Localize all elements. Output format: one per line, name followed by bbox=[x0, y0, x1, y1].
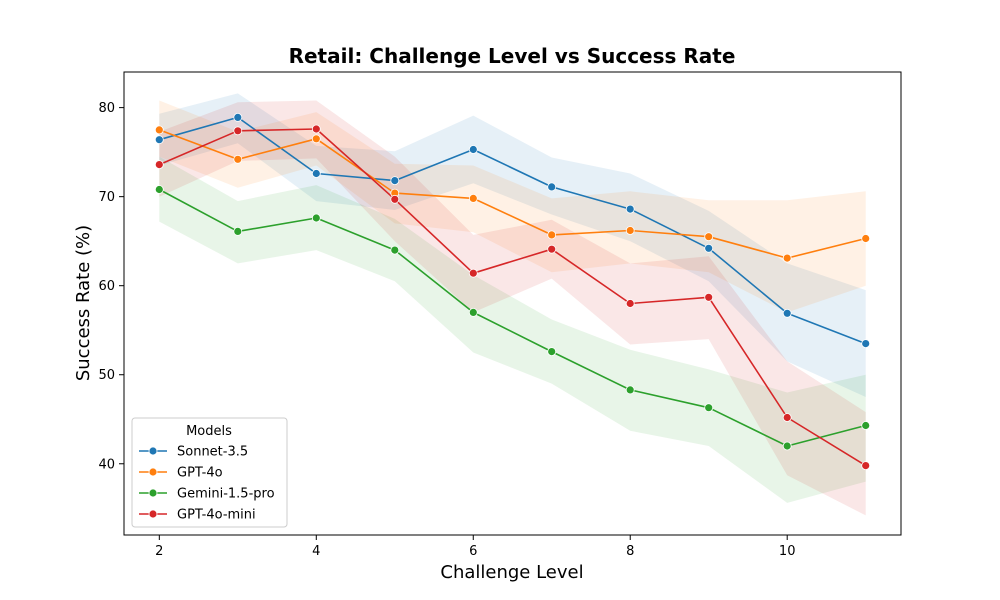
point-gpt-4o-mini-4 bbox=[311, 124, 321, 134]
point-gemini-1-5-pro-8 bbox=[625, 385, 635, 395]
legend-item-gemini-1-5-pro: Gemini-1.5-pro bbox=[139, 487, 275, 502]
point-gpt-4o-mini-6 bbox=[468, 268, 478, 278]
x-axis-label: Challenge Level bbox=[440, 562, 583, 583]
point-gpt-4o-mini-8 bbox=[625, 299, 635, 308]
legend-marker-sonnet-3-5 bbox=[148, 446, 158, 456]
y-tick-label-60: 60 bbox=[98, 279, 115, 294]
point-gpt-4o-8 bbox=[625, 226, 635, 235]
point-gemini-1-5-pro-11 bbox=[861, 421, 871, 430]
point-sonnet-3-5-7 bbox=[547, 182, 557, 192]
point-sonnet-3-5-3 bbox=[233, 113, 243, 122]
y-tick-label-50: 50 bbox=[98, 368, 115, 383]
point-sonnet-3-5-11 bbox=[861, 339, 871, 349]
legend-marker-gpt-4o-mini bbox=[148, 509, 158, 519]
band-gpt-4o bbox=[159, 100, 866, 313]
point-sonnet-3-5-10 bbox=[782, 308, 792, 318]
point-gemini-1-5-pro-4 bbox=[311, 213, 321, 223]
point-gpt-4o-4 bbox=[311, 134, 321, 144]
point-gpt-4o-7 bbox=[547, 230, 557, 240]
legend-item-gpt-4o: GPT-4o bbox=[139, 466, 223, 481]
point-gpt-4o-mini-2 bbox=[154, 160, 164, 170]
x-axis-ticks: 2 4 6 8 10 bbox=[155, 535, 795, 559]
line-gpt-4o-mini bbox=[158, 128, 867, 467]
line-gemini-1-5-pro bbox=[158, 188, 866, 447]
point-gemini-1-5-pro-6 bbox=[468, 307, 478, 317]
y-tick-label-80: 80 bbox=[98, 101, 115, 116]
band-gpt-4o-mini bbox=[159, 100, 866, 516]
legend-item-sonnet-3-5: Sonnet-3.5 bbox=[139, 445, 248, 460]
chart-title: Retail: Challenge Level vs Success Rate bbox=[289, 44, 736, 68]
point-gemini-1-5-pro-7 bbox=[547, 347, 557, 357]
x-tick-label-8: 8 bbox=[626, 544, 634, 559]
x-tick-label-10: 10 bbox=[779, 544, 796, 559]
x-tick-label-6: 6 bbox=[469, 544, 477, 559]
series-lines bbox=[158, 116, 867, 467]
point-sonnet-3-5-8 bbox=[625, 204, 635, 214]
legend-box bbox=[131, 417, 288, 528]
x-tick-label-4: 4 bbox=[312, 544, 320, 559]
y-axis-ticks: 40 50 60 70 80 bbox=[98, 101, 124, 472]
series-points bbox=[154, 113, 871, 471]
point-sonnet-3-5-2 bbox=[154, 135, 164, 145]
point-gemini-1-5-pro-2 bbox=[154, 185, 164, 194]
point-sonnet-3-5-5 bbox=[390, 176, 400, 186]
point-gpt-4o-11 bbox=[861, 234, 871, 243]
point-gemini-1-5-pro-3 bbox=[233, 226, 243, 236]
point-gpt-4o-mini-10 bbox=[782, 413, 792, 422]
point-gpt-4o-6 bbox=[468, 193, 478, 203]
point-gpt-4o-3 bbox=[233, 154, 243, 164]
legend-label-sonnet-3-5: Sonnet-3.5 bbox=[177, 445, 248, 460]
point-gpt-4o-mini-7 bbox=[547, 244, 557, 254]
legend-marker-gemini-1-5-pro bbox=[148, 488, 158, 498]
point-gpt-4o-mini-9 bbox=[704, 292, 714, 302]
point-gemini-1-5-pro-10 bbox=[782, 441, 792, 451]
point-gemini-1-5-pro-5 bbox=[390, 245, 400, 255]
point-gpt-4o-mini-3 bbox=[233, 126, 243, 136]
legend-item-gpt-4o-mini: GPT-4o-mini bbox=[139, 508, 256, 523]
band-gemini-1-5-pro bbox=[159, 156, 866, 503]
legend-label-gemini-1-5-pro: Gemini-1.5-pro bbox=[177, 487, 275, 502]
line-sonnet-3-5 bbox=[159, 116, 866, 345]
x-tick-label-2: 2 bbox=[155, 544, 163, 559]
legend-label-gpt-4o-mini: GPT-4o-mini bbox=[177, 508, 256, 523]
y-tick-label-70: 70 bbox=[98, 190, 115, 205]
y-tick-label-40: 40 bbox=[98, 457, 115, 472]
band-sonnet-3-5 bbox=[159, 93, 866, 398]
plot-frame bbox=[123, 71, 902, 536]
line-gpt-4o bbox=[159, 129, 866, 259]
legend-marker-gpt-4o bbox=[148, 467, 158, 477]
legend-items: Sonnet-3.5 GPT-4o Gemini-1.5-pro GPT-4o-min… bbox=[139, 445, 275, 523]
point-gemini-1-5-pro-9 bbox=[704, 403, 714, 413]
point-gpt-4o-mini-11 bbox=[861, 461, 871, 471]
point-gpt-4o-10 bbox=[782, 253, 792, 263]
point-sonnet-3-5-6 bbox=[468, 145, 478, 154]
legend: Models Sonnet-3.5 GPT-4o Gemini-1.5-pro GPT… bbox=[131, 417, 288, 528]
legend-label-gpt-4o: GPT-4o bbox=[177, 466, 223, 481]
confidence-bands bbox=[159, 93, 866, 516]
point-sonnet-3-5-4 bbox=[311, 169, 321, 178]
point-gpt-4o-9 bbox=[704, 232, 714, 242]
point-sonnet-3-5-9 bbox=[704, 243, 714, 253]
y-axis-label: Success Rate (%) bbox=[73, 225, 94, 381]
point-gpt-4o-mini-5 bbox=[390, 194, 400, 204]
legend-title: Models bbox=[186, 424, 232, 439]
point-gpt-4o-2 bbox=[154, 125, 164, 135]
